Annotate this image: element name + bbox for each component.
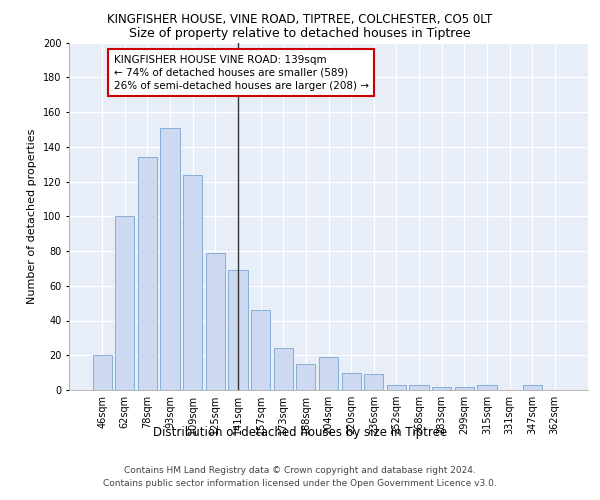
Bar	[364, 374, 383, 390]
Bar	[341, 372, 361, 390]
Bar	[251, 310, 270, 390]
Bar	[138, 157, 157, 390]
Bar	[432, 386, 451, 390]
Text: Contains HM Land Registry data © Crown copyright and database right 2024.
Contai: Contains HM Land Registry data © Crown c…	[103, 466, 497, 487]
Text: KINGFISHER HOUSE, VINE ROAD, TIPTREE, COLCHESTER, CO5 0LT: KINGFISHER HOUSE, VINE ROAD, TIPTREE, CO…	[107, 12, 493, 26]
Bar	[206, 252, 225, 390]
Text: Distribution of detached houses by size in Tiptree: Distribution of detached houses by size …	[153, 426, 447, 439]
Bar	[477, 385, 497, 390]
Bar	[319, 357, 338, 390]
Bar	[455, 386, 474, 390]
Bar	[115, 216, 134, 390]
Bar	[274, 348, 293, 390]
Y-axis label: Number of detached properties: Number of detached properties	[28, 128, 37, 304]
Bar	[387, 385, 406, 390]
Text: Size of property relative to detached houses in Tiptree: Size of property relative to detached ho…	[129, 28, 471, 40]
Bar	[229, 270, 248, 390]
Bar	[92, 355, 112, 390]
Bar	[183, 174, 202, 390]
Bar	[523, 385, 542, 390]
Bar	[160, 128, 180, 390]
Bar	[296, 364, 316, 390]
Bar	[409, 385, 428, 390]
Text: KINGFISHER HOUSE VINE ROAD: 139sqm
← 74% of detached houses are smaller (589)
26: KINGFISHER HOUSE VINE ROAD: 139sqm ← 74%…	[113, 54, 368, 91]
